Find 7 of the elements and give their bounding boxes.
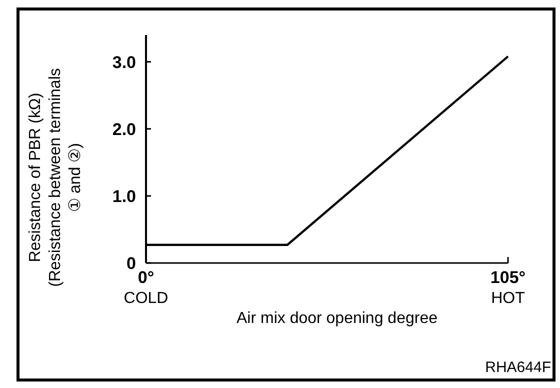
- text: RHA644F: [485, 359, 551, 376]
- y-tick-label: 2.0: [112, 120, 136, 139]
- y-axis-title: Resistance of PBR (kΩ) (Resistance between terminals ① and ②): [27, 68, 84, 287]
- x-tick-label: 105° HOT: [490, 268, 526, 307]
- y-tick-label: 1.0: [112, 186, 136, 206]
- x-axis-title: Air mix door opening degree: [236, 310, 438, 327]
- y-tick-label: 3.0: [112, 52, 136, 72]
